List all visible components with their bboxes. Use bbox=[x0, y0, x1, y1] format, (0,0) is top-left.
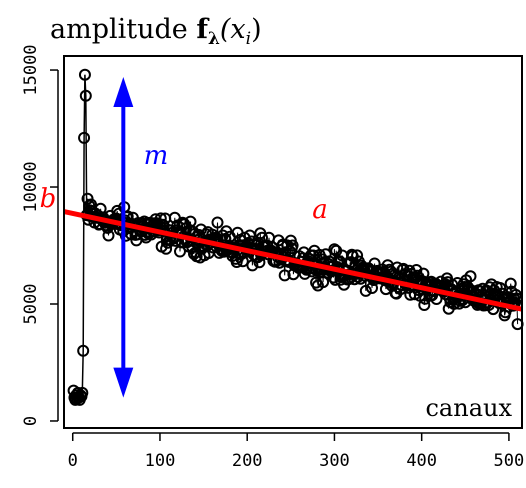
title: amplitude fλ(xi) bbox=[50, 14, 262, 49]
noise-point bbox=[464, 270, 477, 283]
spike-point bbox=[71, 386, 84, 399]
marker-arrow-up bbox=[113, 77, 134, 108]
y-tick-label: 10000 bbox=[21, 161, 41, 212]
x-axis: 0 100 200 300 400 500 bbox=[68, 432, 525, 471]
spike-point bbox=[78, 131, 91, 144]
plot-frame bbox=[63, 55, 523, 429]
noise-point bbox=[410, 264, 423, 276]
noise-point bbox=[102, 229, 115, 242]
title-close: ) bbox=[251, 14, 262, 45]
noise-point bbox=[418, 299, 431, 311]
x-tick-label: 200 bbox=[232, 451, 263, 471]
title-prefix: amplitude bbox=[50, 14, 196, 45]
y-tick-label: 5000 bbox=[21, 284, 41, 325]
y-tick-label: 15000 bbox=[21, 44, 41, 95]
noise-point bbox=[430, 293, 443, 305]
spike-point bbox=[77, 344, 90, 357]
noise-point bbox=[211, 216, 224, 229]
noise-point bbox=[286, 239, 299, 252]
marker-group bbox=[113, 77, 134, 398]
noise-point bbox=[504, 277, 517, 290]
x-axis-label: canaux bbox=[425, 394, 512, 422]
plot-area bbox=[63, 68, 524, 406]
fit-line-label: a bbox=[312, 195, 328, 225]
noise-point bbox=[359, 284, 372, 297]
x-tick-label: 300 bbox=[319, 451, 350, 471]
x-tick-label: 0 bbox=[68, 451, 78, 471]
spike-series bbox=[67, 68, 97, 406]
title-arg: (x bbox=[220, 14, 246, 45]
spike-point bbox=[78, 68, 91, 81]
noise-point bbox=[417, 267, 430, 280]
intercept-label: b bbox=[40, 184, 57, 214]
x-tick-label: 400 bbox=[406, 451, 437, 471]
title-sub: λ bbox=[208, 29, 220, 49]
fit-line bbox=[63, 209, 523, 312]
marker-arrow-down bbox=[113, 367, 134, 398]
noise-point bbox=[494, 282, 507, 294]
noise-point bbox=[351, 249, 364, 262]
noise-point bbox=[154, 212, 167, 225]
fit-line-group bbox=[63, 209, 523, 312]
noise-point bbox=[328, 243, 341, 256]
title-f: f bbox=[196, 14, 210, 45]
marker-label: m bbox=[144, 141, 169, 171]
spike-point bbox=[79, 89, 92, 102]
x-tick-label: 100 bbox=[145, 451, 176, 471]
noise-point bbox=[278, 269, 291, 282]
y-axis: 0 5000 10000 15000 bbox=[21, 44, 59, 426]
y-tick-label: 0 bbox=[21, 416, 41, 426]
noise-point bbox=[368, 257, 381, 270]
noise-point bbox=[317, 276, 330, 289]
x-tick-label: 500 bbox=[494, 451, 525, 471]
title-argsub: i bbox=[246, 29, 251, 49]
spike-point bbox=[76, 386, 89, 399]
noise-point bbox=[253, 256, 266, 269]
svg-text:amplitude fλ(xi): amplitude fλ(xi) bbox=[50, 14, 262, 49]
